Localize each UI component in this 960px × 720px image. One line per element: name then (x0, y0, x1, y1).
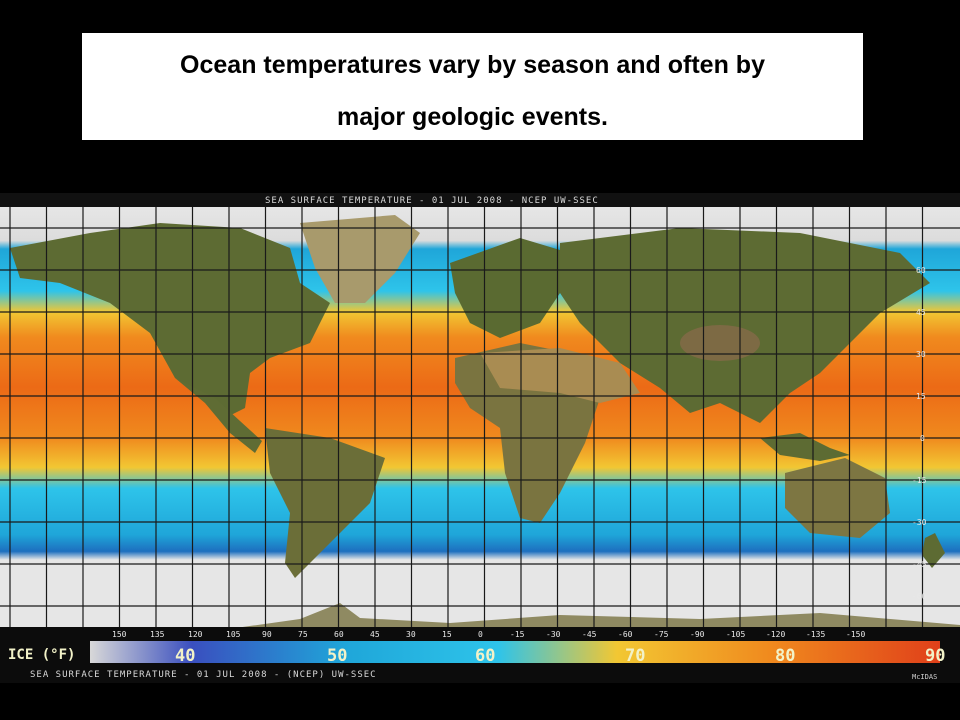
lon-label: 150 (112, 630, 127, 639)
temperature-color-scale (90, 641, 940, 663)
desert-region (480, 348, 640, 403)
lon-label: -30 (546, 630, 561, 639)
lon-label: 90 (262, 630, 272, 639)
lon-label: 45 (370, 630, 380, 639)
lon-label: 120 (188, 630, 203, 639)
lat-label: 45 (916, 308, 926, 317)
lon-label: 15 (442, 630, 452, 639)
lon-label: -135 (806, 630, 825, 639)
lon-label: -60 (618, 630, 633, 639)
lat-label: -45 (912, 560, 927, 569)
lat-label: -15 (912, 476, 927, 485)
lon-label: -150 (846, 630, 865, 639)
tibetan-plateau (680, 325, 760, 361)
lat-label: 0 (920, 434, 925, 443)
map-credit: McIDAS (912, 673, 937, 681)
lon-label: 135 (150, 630, 165, 639)
indonesia-landmass (760, 433, 850, 461)
map-footer-text: SEA SURFACE TEMPERATURE - 01 JUL 2008 - … (30, 670, 377, 680)
lon-label: 105 (226, 630, 241, 639)
lon-label: -120 (766, 630, 785, 639)
central-america-landmass (175, 378, 262, 453)
lon-label: -45 (582, 630, 597, 639)
sea-surface-temperature-map: SEA SURFACE TEMPERATURE - 01 JUL 2008 - … (0, 193, 960, 683)
longitude-labels: 150 135 120 105 90 75 60 45 30 15 0 -15 … (112, 630, 865, 639)
north-america-landmass (10, 223, 330, 418)
new-zealand-landmass (922, 533, 945, 568)
australia-landmass (785, 458, 890, 538)
scale-value: 90 (925, 646, 945, 666)
map-header-strip (0, 193, 960, 207)
lat-label: 15 (916, 392, 926, 401)
scale-value: 40 (175, 646, 195, 666)
scale-value: 50 (327, 646, 347, 666)
lat-lon-grid (0, 207, 960, 627)
europe-landmass (450, 238, 570, 338)
scale-value: 70 (625, 646, 645, 666)
slide-title-line-2: major geologic events. (337, 103, 608, 131)
slide-title-box: Ocean temperatures vary by season and of… (82, 33, 863, 140)
asia-landmass (560, 228, 930, 423)
lon-label: 75 (298, 630, 308, 639)
map-header-text: SEA SURFACE TEMPERATURE - 01 JUL 2008 - … (265, 196, 599, 206)
lon-label: 0 (478, 630, 483, 639)
latitude-labels: 60 45 30 15 0 -15 -30 -45 -60 (912, 266, 927, 601)
scale-label: ICE (°F) (8, 647, 75, 663)
scale-value: 80 (775, 646, 795, 666)
lon-label: 60 (334, 630, 344, 639)
lat-label: -30 (912, 518, 927, 527)
lat-label: 30 (916, 350, 926, 359)
lon-label: 30 (406, 630, 416, 639)
greenland-landmass (300, 215, 420, 303)
slide-title-line-1: Ocean temperatures vary by season and of… (180, 51, 765, 79)
scale-values: 40 50 60 70 80 90 (175, 646, 945, 666)
south-america-landmass (265, 428, 385, 578)
lon-label: -90 (690, 630, 705, 639)
lon-label: -75 (654, 630, 669, 639)
sst-map-svg: SEA SURFACE TEMPERATURE - 01 JUL 2008 - … (0, 193, 960, 683)
lon-label: -15 (510, 630, 525, 639)
scale-value: 60 (475, 646, 495, 666)
lon-label: -105 (726, 630, 745, 639)
lat-label: 60 (916, 266, 926, 275)
lat-label: -60 (912, 592, 927, 601)
